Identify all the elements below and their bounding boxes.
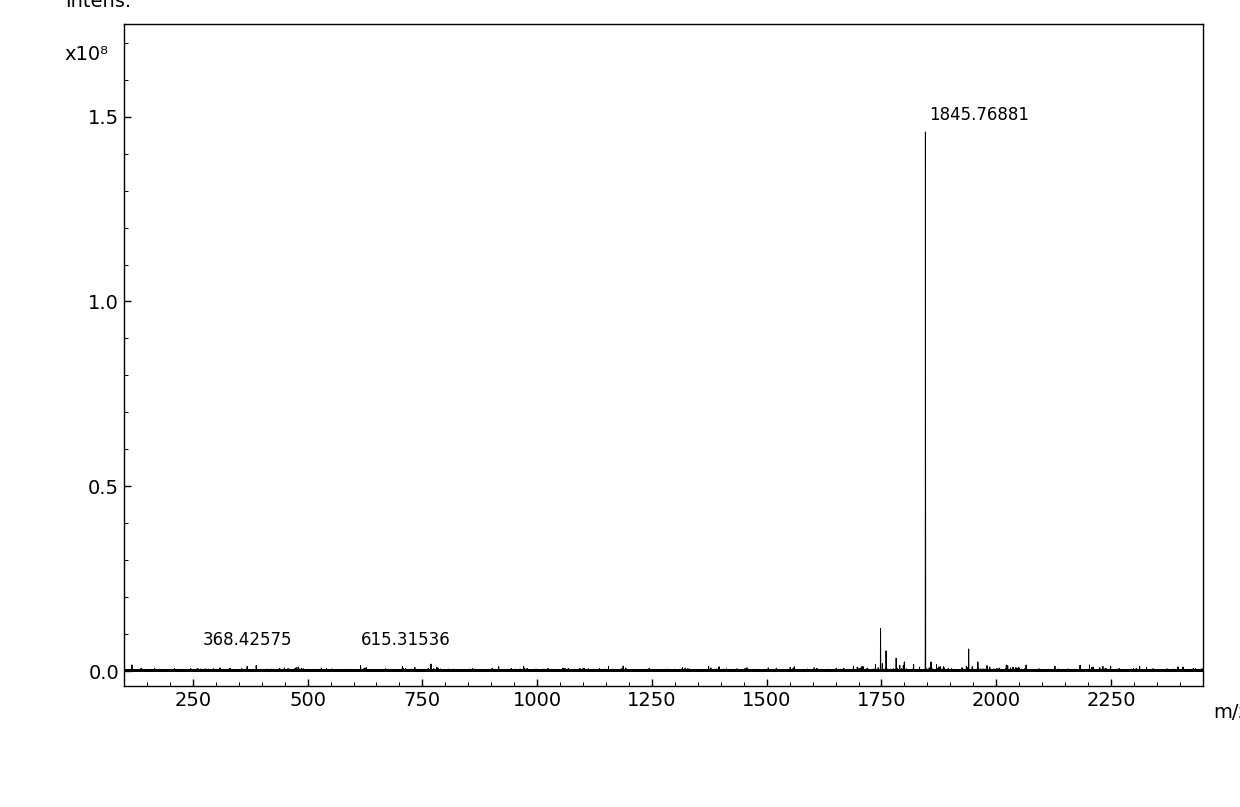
Text: x10⁸: x10⁸ <box>64 45 109 64</box>
Text: m/z: m/z <box>1214 703 1240 722</box>
Text: Intens.: Intens. <box>64 0 130 11</box>
Text: 1845.76881: 1845.76881 <box>929 106 1029 124</box>
Text: 368.42575: 368.42575 <box>202 631 291 649</box>
Text: 615.31536: 615.31536 <box>361 631 450 649</box>
